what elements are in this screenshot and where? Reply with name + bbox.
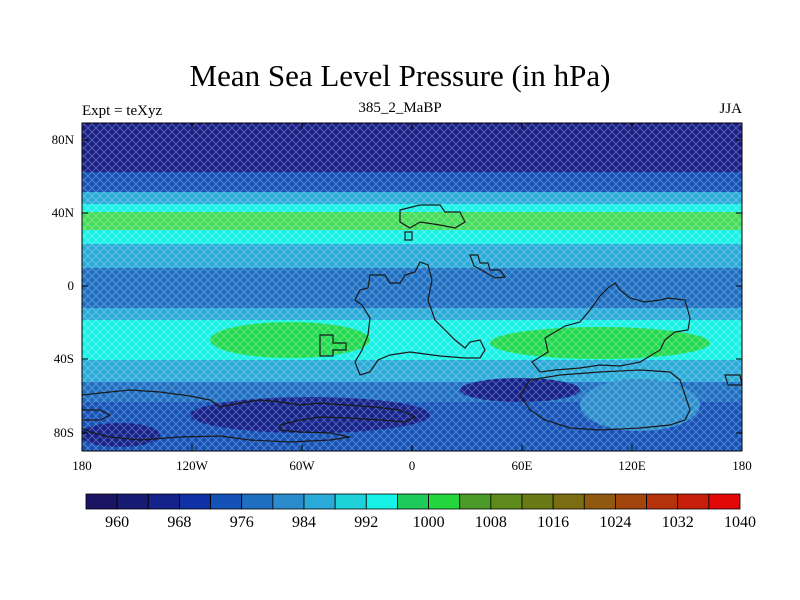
y-tick-label: 40N	[52, 205, 75, 220]
y-axis: 80N 40N 0 40S 80S	[52, 132, 742, 440]
x-tick-label: 0	[409, 458, 416, 473]
season-label: JJA	[719, 101, 742, 117]
colorbar-box	[147, 493, 180, 510]
y-tick-label: 80S	[54, 425, 74, 440]
colorbar-box	[365, 493, 398, 510]
colorbar-box	[428, 493, 461, 510]
colorbar-box	[179, 493, 211, 510]
x-tick-label: 180	[732, 458, 752, 473]
colorbar-label: 1016	[537, 514, 569, 531]
colorbar-label: 1040	[724, 514, 756, 531]
colorbar-box	[646, 493, 679, 510]
colorbar-label: 984	[292, 514, 316, 531]
colorbar-box	[85, 493, 118, 510]
colorbar: 960 968 976 984 992 1000 1008 1016 1024 1032 1040	[85, 493, 756, 531]
y-tick-label: 0	[68, 278, 75, 293]
colorbar-box	[615, 493, 647, 510]
colorbar-label: 960	[105, 514, 129, 531]
colorbar-box	[490, 493, 523, 510]
colorbar-label: 976	[230, 514, 254, 531]
colorbar-box	[521, 493, 554, 510]
colorbar-label: 1000	[413, 514, 445, 531]
colorbar-box	[552, 493, 585, 510]
colorbar-box	[241, 493, 274, 510]
y-tick-label: 80N	[52, 132, 75, 147]
colorbar-box	[708, 493, 741, 510]
colorbar-box	[397, 493, 429, 510]
pressure-field	[82, 123, 742, 451]
colorbar-box	[116, 493, 149, 510]
map-title: Mean Sea Level Pressure (in hPa)	[189, 58, 611, 93]
x-axis: 180 120W 60W 0 60E 120E 180	[72, 123, 752, 473]
colorbar-box	[303, 493, 336, 510]
x-tick-label: 180	[72, 458, 92, 473]
colorbar-label: 1024	[599, 514, 631, 531]
experiment-label: Expt = teXyz	[82, 103, 163, 119]
x-tick-label: 60W	[289, 458, 315, 473]
x-tick-label: 60E	[512, 458, 533, 473]
colorbar-box	[210, 493, 243, 510]
time-label: 385_2_MaBP	[358, 100, 442, 116]
colorbar-label: 968	[167, 514, 191, 531]
land-outlines	[82, 204, 742, 443]
colorbar-box	[334, 493, 367, 510]
colorbar-box	[677, 493, 710, 510]
y-tick-label: 40S	[54, 351, 74, 366]
x-tick-label: 120E	[618, 458, 646, 473]
colorbar-label: 992	[354, 514, 378, 531]
colorbar-box	[583, 493, 616, 510]
colorbar-box	[459, 493, 492, 510]
colorbar-label: 1032	[662, 514, 694, 531]
colorbar-box	[272, 493, 305, 510]
colorbar-label: 1008	[475, 514, 507, 531]
x-tick-label: 120W	[176, 458, 209, 473]
